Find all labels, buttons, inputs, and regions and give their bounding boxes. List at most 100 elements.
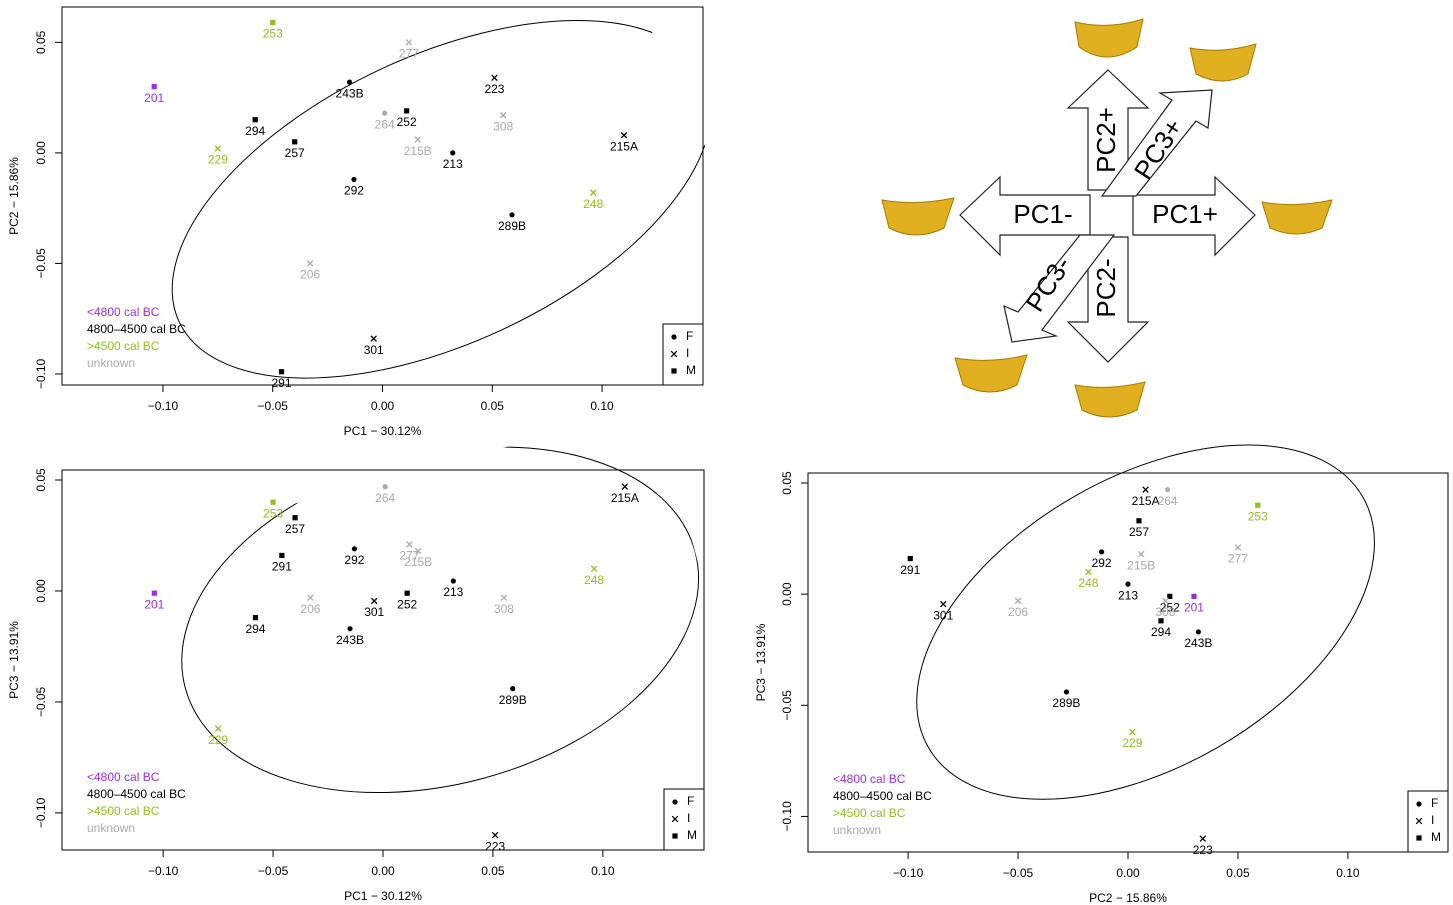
point-label: 229 (208, 733, 228, 747)
legend-entry: 4800–4500 cal BC (87, 787, 186, 801)
y-tick-label: 0.00 (34, 579, 48, 603)
point (510, 686, 515, 691)
point (622, 484, 628, 490)
arrow-label: PC1+ (1152, 199, 1218, 229)
point (1064, 689, 1069, 694)
point (501, 595, 507, 601)
point-label: 201 (144, 91, 164, 105)
point-label: 294 (245, 622, 265, 636)
legend-entry: >4500 cal BC (87, 339, 160, 353)
point (270, 500, 275, 505)
y-axis-label: PC2 − 15.86% (7, 157, 21, 235)
arrow-label: PC2+ (1091, 107, 1121, 173)
shape-legend-box (664, 789, 704, 850)
point-label: 294 (1151, 625, 1171, 639)
shape-legend-box (1408, 791, 1448, 852)
y-tick-label: −0.05 (780, 690, 794, 721)
point (492, 832, 498, 838)
point (1235, 545, 1241, 551)
point (371, 598, 377, 604)
legend-marker (672, 833, 677, 838)
point-label: 301 (364, 605, 384, 619)
legend-entry: >4500 cal BC (833, 806, 906, 820)
point-label: 215A (1132, 494, 1160, 508)
point (253, 117, 258, 122)
point (415, 137, 421, 143)
scatter-panel: −0.10−0.050.000.050.10−0.10−0.050.000.05… (7, 393, 737, 903)
point-label: 289B (1052, 696, 1080, 710)
point (253, 615, 258, 620)
point (590, 190, 596, 196)
point-label: 215B (404, 555, 432, 569)
legend-marker (671, 368, 676, 373)
x-axis-label: PC1 − 30.12% (344, 889, 422, 903)
y-tick-label: −0.10 (34, 358, 48, 389)
point-label: 308 (1155, 605, 1175, 619)
point (308, 595, 314, 601)
y-tick-label: 0.05 (34, 30, 48, 54)
shape-legend-label: I (687, 811, 690, 825)
legend-entry: unknown (87, 356, 135, 370)
point (292, 139, 297, 144)
point (270, 20, 275, 25)
point (347, 80, 352, 85)
legend-entry: unknown (87, 821, 135, 835)
point-label: 252 (397, 115, 417, 129)
point-label: 292 (344, 184, 364, 198)
point-label: 294 (245, 124, 265, 138)
point-label: 223 (484, 82, 504, 96)
point (279, 553, 284, 558)
arrow-label: PC1- (1013, 199, 1072, 229)
point (940, 601, 946, 607)
point-label: 201 (144, 597, 164, 611)
point (1255, 503, 1260, 508)
point-label: 213 (1118, 588, 1138, 602)
point-label: 264 (375, 491, 395, 505)
point-label: 291 (900, 563, 920, 577)
x-tick-label: 0.10 (1336, 866, 1360, 880)
point-label: 213 (443, 157, 463, 171)
figure: PC2+ PC3+ PC1- PC1+ PC3- PC2- −0.10−0.05… (0, 0, 1453, 905)
point-label: 223 (485, 839, 505, 853)
x-axis-label: PC2 − 15.86% (1089, 891, 1167, 905)
legend-marker (671, 334, 676, 339)
point (509, 212, 514, 217)
point-label: 257 (1129, 525, 1149, 539)
point-label: 289B (498, 219, 526, 233)
point-label: 215B (1127, 558, 1155, 572)
bone-icon (882, 198, 954, 235)
point-label: 253 (263, 506, 283, 520)
legend-entry: <4800 cal BC (87, 770, 160, 784)
point-label: 301 (933, 608, 953, 622)
legend-entry: <4800 cal BC (87, 305, 160, 319)
point-label: 291 (272, 376, 292, 390)
point-label: 308 (494, 602, 514, 616)
shape-legend-label: M (687, 828, 697, 842)
point (1086, 569, 1092, 575)
point-label: 201 (1184, 601, 1204, 615)
x-tick-label: −0.05 (258, 399, 289, 413)
arrow-label: PC2- (1091, 258, 1121, 317)
point (1138, 551, 1144, 557)
y-tick-label: −0.05 (34, 248, 48, 279)
shape-legend-label: F (1431, 796, 1438, 810)
y-tick-label: −0.10 (780, 801, 794, 832)
bone-icon (1190, 44, 1256, 81)
y-tick-label: 0.00 (34, 141, 48, 165)
point-label: 253 (1248, 509, 1268, 523)
point (215, 726, 221, 732)
point-label: 215A (610, 139, 638, 153)
point (1158, 618, 1163, 623)
x-tick-label: 0.05 (1226, 866, 1250, 880)
y-tick-label: −0.05 (34, 686, 48, 717)
point-label: 289B (499, 693, 527, 707)
y-axis-label: PC3 − 13.91% (7, 621, 21, 699)
point-label: 248 (1078, 576, 1098, 590)
point-label: 206 (1008, 605, 1028, 619)
x-tick-label: 0.05 (481, 864, 505, 878)
point (1136, 518, 1141, 523)
point-label: 264 (1158, 494, 1178, 508)
x-tick-label: 0.00 (371, 864, 395, 878)
legend-entry: 4800–4500 cal BC (833, 789, 932, 803)
point-label: 248 (583, 197, 603, 211)
